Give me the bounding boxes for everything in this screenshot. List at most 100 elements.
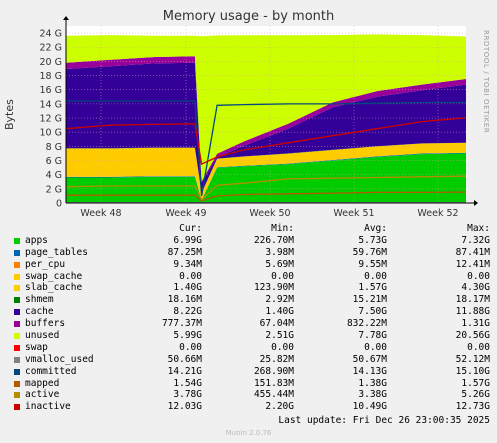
legend-cur: 0.00 (179, 270, 202, 282)
legend-min: 0.00 (271, 270, 294, 282)
legend-swatch (14, 261, 20, 268)
legend-swatch (14, 285, 20, 292)
chart-title: Memory usage - by month (162, 9, 335, 24)
legend-swatch (14, 392, 20, 399)
y-tick-label: 22 G (40, 43, 62, 54)
legend-row-swap: swap 0.00 0.00 0.00 0.00 (12, 342, 490, 354)
legend-row-slab-cache: slab_cache 1.40G 123.90M 1.57G 4.30G (12, 282, 490, 294)
legend-max: 15.10G (455, 365, 490, 377)
legend-cur: 6.99G (173, 234, 202, 246)
legend-swatch (14, 297, 20, 304)
legend-swatch (14, 309, 20, 316)
legend-min: 226.70M (253, 234, 294, 246)
legend-row-vmalloc-used: vmalloc_used 50.66M 25.82M 50.67M 52.12M (12, 354, 490, 366)
area-slab-cache (66, 142, 466, 200)
legend-row-apps: apps 6.99G 226.70M 5.73G 7.32G (12, 235, 490, 247)
legend-swatch (14, 404, 20, 411)
legend-cur: 50.66M (167, 353, 202, 365)
legend-avg: 0.00 (364, 341, 387, 353)
legend-cur: 8.22G (173, 306, 202, 318)
memory-chart: 0 2 G 4 G 6 G 8 G 10 G 12 G 14 G 16 G 18 G 20 G 22 … (40, 16, 478, 219)
legend-name: active (25, 389, 60, 401)
y-tick-label: 14 G (40, 99, 62, 110)
legend-max: 11.88G (455, 306, 490, 318)
legend-cur: 1.54G (173, 377, 202, 389)
munin-version: Munin 2.0.76 (225, 429, 272, 437)
legend-table: Cur: Min: Avg: Max: apps 6.99G 226.70M 5.73… (12, 223, 490, 413)
legend-swatch (14, 321, 20, 328)
legend-cur: 777.37M (161, 318, 202, 330)
legend-min: 2.20G (265, 401, 294, 413)
legend-min: 123.90M (253, 282, 294, 294)
legend-name: apps (25, 234, 48, 246)
legend-cur: 14.21G (167, 365, 202, 377)
legend-name: unused (25, 330, 60, 342)
rrdtool-credit: RRDTOOL / TOBI OETIKER (482, 30, 490, 134)
legend-max: 1.57G (461, 377, 490, 389)
legend-avg: 7.50G (358, 306, 387, 318)
legend-name: cache (25, 306, 54, 318)
line-committed (66, 100, 466, 197)
legend-min: 2.92M (265, 294, 294, 306)
legend-max: 0.00 (467, 270, 490, 282)
legend-min: 67.04M (259, 318, 294, 330)
legend-name: vmalloc_used (25, 353, 94, 365)
legend-avg: 0.00 (364, 270, 387, 282)
legend-name: slab_cache (25, 282, 83, 294)
legend-max: 0.00 (467, 341, 490, 353)
legend-cur: 18.16M (167, 294, 202, 306)
line-mapped (66, 191, 467, 202)
legend-max: 52.12M (455, 353, 490, 365)
legend-max: 20.56G (455, 330, 490, 342)
legend-min: 268.90M (253, 365, 294, 377)
legend-row-committed: committed 14.21G 268.90M 14.13G 15.10G (12, 366, 490, 378)
x-tick-label: Week 48 (80, 208, 121, 219)
y-tick-label: 12 G (40, 114, 62, 125)
legend-min: 2.51G (265, 330, 294, 342)
legend-row-mapped: mapped 1.54G 151.83M 1.38G 1.57G (12, 378, 490, 390)
legend-max: 1.31G (461, 318, 490, 330)
legend-cur: 0.00 (179, 341, 202, 353)
legend-cur: 87.25M (167, 246, 202, 258)
legend-avg: 9.55M (358, 258, 387, 270)
legend-row-swap-cache: swap_cache 0.00 0.00 0.00 0.00 (12, 271, 490, 283)
y-tick-label: 10 G (40, 128, 62, 139)
legend-swatch (14, 333, 20, 340)
legend-name: swap_cache (25, 270, 83, 282)
x-tick-label: Week 50 (249, 208, 290, 219)
legend-min: 3.98M (265, 246, 294, 258)
legend-cur: 12.03G (167, 401, 202, 413)
legend-swatch (14, 273, 20, 280)
legend-name: shmem (25, 294, 54, 306)
legend-name: swap (25, 341, 48, 353)
y-tick-label: 8 G (46, 142, 62, 153)
y-tick-label: 18 G (40, 71, 62, 82)
legend-avg: 59.76M (352, 246, 387, 258)
y-tick-label: 24 G (40, 29, 62, 40)
x-axis-arrow (474, 200, 478, 206)
legend-avg: 3.38G (358, 389, 387, 401)
line-inactive (65, 117, 467, 166)
legend-max: 5.26G (461, 389, 490, 401)
legend-max: 18.17M (455, 294, 490, 306)
legend-name: per_cpu (25, 258, 66, 270)
legend-min: 5.69M (265, 258, 294, 270)
y-tick-label: 20 G (40, 57, 62, 68)
legend-avg: 5.73G (358, 234, 387, 246)
legend-row-unused: unused 5.99G 2.51G 7.78G 20.56G (12, 330, 490, 342)
y-tick-label: 2 G (46, 184, 62, 195)
x-tick-label: Week 52 (417, 208, 458, 219)
legend-max: 87.41M (455, 246, 490, 258)
legend-cur: 3.78G (173, 389, 202, 401)
legend-avg: 14.13G (352, 365, 387, 377)
y-tick-label: 6 G (46, 156, 62, 167)
legend-avg: 1.57G (358, 282, 387, 294)
area-cache (66, 62, 466, 193)
legend-max: 12.73G (455, 401, 490, 413)
legend-min: 455.44M (253, 389, 294, 401)
y-tick-label: 4 G (46, 170, 62, 181)
legend-swatch (14, 344, 20, 351)
legend-avg: 832.22M (346, 318, 387, 330)
legend-name: committed (25, 365, 77, 377)
legend-row-active: active 3.78G 455.44M 3.38G 5.26G (12, 389, 490, 401)
